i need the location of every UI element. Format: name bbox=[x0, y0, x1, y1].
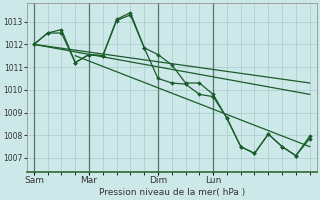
X-axis label: Pression niveau de la mer( hPa ): Pression niveau de la mer( hPa ) bbox=[99, 188, 245, 197]
